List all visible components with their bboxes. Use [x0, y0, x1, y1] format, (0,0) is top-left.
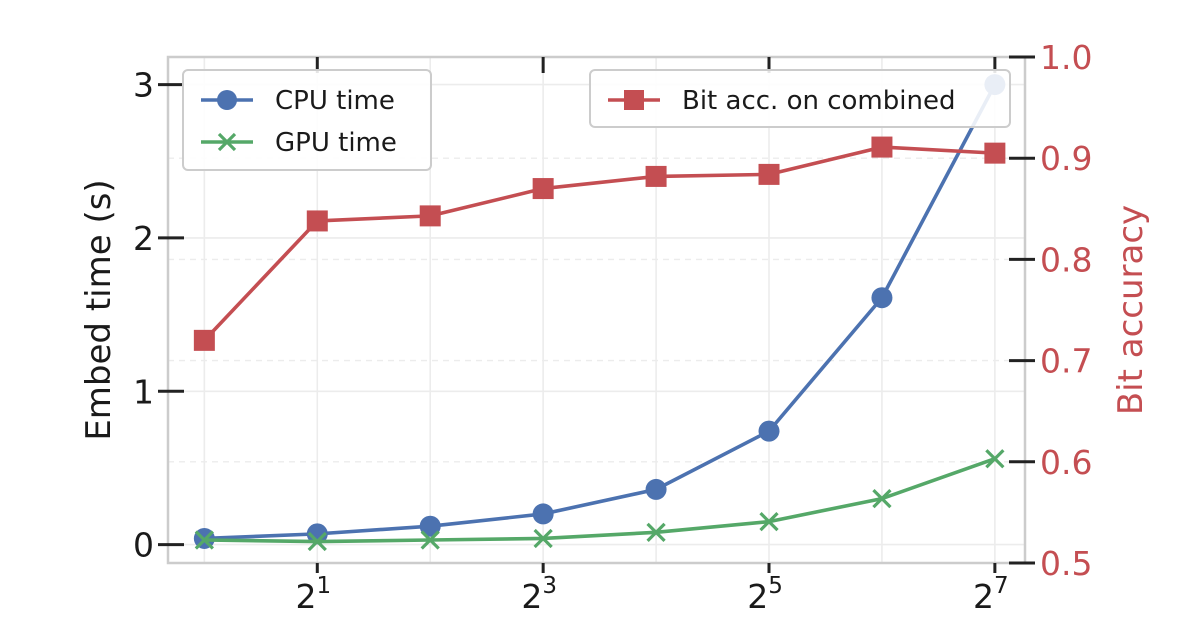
gpu-time-point — [985, 449, 1005, 469]
y2-axis-title: Bit accuracy — [1111, 205, 1151, 415]
bit-acc-on-combined-point — [758, 163, 780, 185]
series-layer — [193, 74, 1006, 552]
legend: CPU time GPU time Bit acc. on combined — [182, 69, 1011, 171]
y2-tick-label: 1.0 — [1040, 38, 1092, 77]
legend-label-cpu-time: CPU time — [275, 86, 395, 116]
cpu-time-line — [204, 83, 997, 541]
gpu-time-point — [533, 528, 553, 549]
gpu-time-point — [194, 530, 214, 550]
legend-label-gpu-time: GPU time — [275, 128, 397, 158]
cpu-time-point — [306, 523, 328, 545]
legend-marker-bit-acc-on-combined — [624, 90, 644, 110]
gpu-time-point — [872, 488, 892, 509]
gpu-time-point — [759, 511, 779, 532]
y-tick-label: 3 — [133, 66, 154, 105]
cpu-time-point — [532, 503, 554, 525]
legend-marker-cpu-time — [217, 90, 237, 110]
legend-left: CPU time GPU time — [182, 69, 432, 171]
bit-acc-on-combined-line — [203, 145, 995, 342]
gpu-time-line — [204, 457, 996, 544]
gpu-time-point — [646, 522, 666, 542]
bit-acc-on-combined-point — [193, 329, 215, 351]
cpu-time-point — [645, 478, 667, 500]
gpu-time-point — [307, 531, 327, 552]
y2-tick-label: 0.7 — [1040, 342, 1092, 381]
y-tick-label: 0 — [133, 526, 154, 565]
x-tick-label: 27 — [973, 573, 1009, 616]
x-tick-label: 23 — [521, 573, 557, 616]
legend-left-frame — [182, 69, 432, 171]
y2-tick-label: 0.8 — [1040, 240, 1092, 279]
legend-label-bit-acc-on-combined: Bit acc. on combined — [682, 86, 955, 116]
legend-right-frame — [589, 69, 1011, 128]
y-axis-title: Embed time (s) — [79, 179, 119, 440]
bit-acc-on-combined-point — [645, 165, 667, 187]
y2-tick-label: 0.6 — [1040, 443, 1092, 482]
cpu-time-point — [871, 287, 893, 309]
cpu-time-point — [758, 420, 780, 442]
bit-acc-on-combined-point — [532, 178, 554, 200]
legend-marker-gpu-time — [217, 132, 237, 152]
bit-acc-on-combined-point — [871, 136, 893, 158]
gpu-time-point — [420, 530, 440, 550]
legend-right: Bit acc. on combined — [589, 69, 1011, 128]
y2-tick-label: 0.9 — [1040, 139, 1092, 178]
plot-frame — [166, 55, 1027, 565]
x-tick-label: 21 — [295, 573, 331, 616]
bit-acc-on-combined-point — [306, 210, 328, 232]
bit-acc-on-combined-point — [419, 205, 441, 227]
y2-tick-label: 0.5 — [1040, 544, 1092, 583]
y-tick-label: 1 — [133, 372, 154, 411]
x-tick-label: 25 — [747, 573, 783, 616]
bit-acc-on-combined-point — [984, 142, 1006, 164]
cpu-time-point — [419, 515, 441, 537]
y-tick-label: 2 — [133, 219, 154, 258]
